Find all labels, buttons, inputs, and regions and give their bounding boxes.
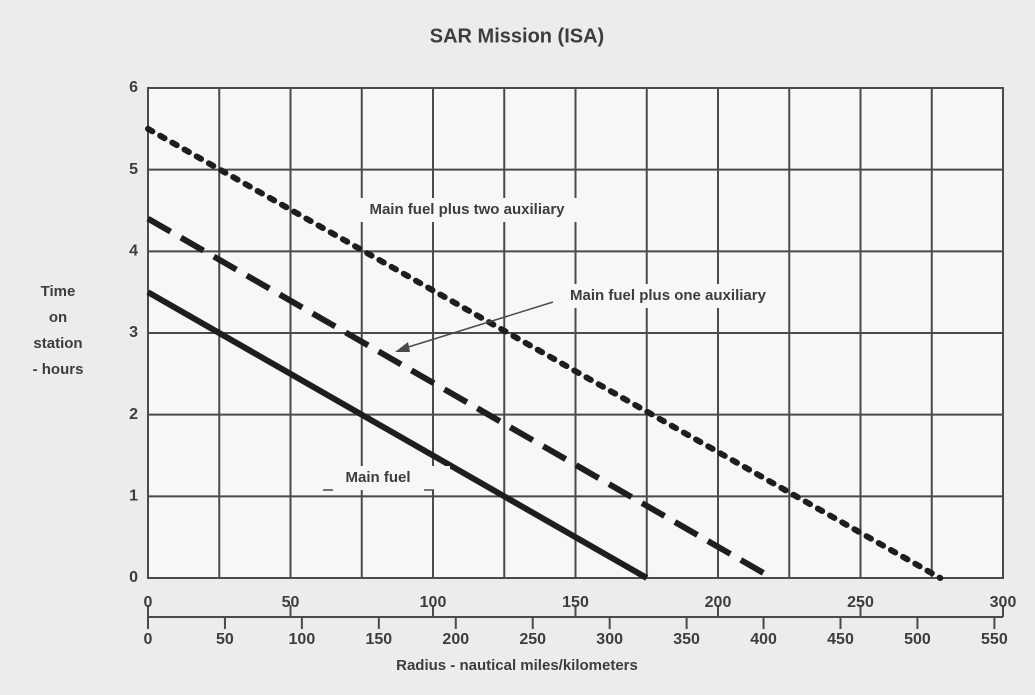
x2-tick-label: 450 — [827, 631, 854, 648]
y-tick-label: 1 — [129, 488, 138, 505]
x2-tick-label: 300 — [596, 631, 623, 648]
y-tick-label: 0 — [129, 569, 138, 586]
x-axis-label: Radius - nautical miles/kilometers — [396, 657, 638, 674]
x-tick-label: 150 — [562, 594, 589, 611]
series-label: Main fuel plus two auxiliary — [369, 201, 565, 218]
series-label: Main fuel plus one auxiliary — [570, 287, 767, 304]
y-tick-label: 6 — [129, 79, 138, 96]
y-tick-label: 2 — [129, 406, 138, 423]
chart-title: SAR Mission (ISA) — [430, 25, 604, 47]
y-tick-label: 5 — [129, 161, 138, 178]
x-tick-label: 0 — [144, 594, 153, 611]
x2-tick-label: 0 — [144, 631, 153, 648]
x-tick-label: 50 — [282, 594, 300, 611]
series-line — [146, 289, 649, 581]
x2-tick-label: 500 — [904, 631, 931, 648]
y-axis-label: station — [33, 335, 82, 352]
x2-tick-label: 100 — [289, 631, 316, 648]
y-axis-label: Time — [41, 283, 76, 300]
series-line — [146, 216, 774, 581]
x2-tick-label: 400 — [750, 631, 777, 648]
y-tick-label: 3 — [129, 324, 138, 341]
series-label-bg — [306, 466, 450, 490]
x2-tick-label: 550 — [981, 631, 1008, 648]
annotation-arrow — [401, 301, 554, 350]
y-tick-label: 4 — [129, 243, 138, 260]
x-tick-label: 250 — [847, 594, 874, 611]
series-label: Main fuel — [345, 469, 410, 486]
x-tick-label: 200 — [705, 594, 732, 611]
x-tick-label: 300 — [990, 594, 1017, 611]
series-label-bg — [556, 284, 780, 308]
series-label-bg — [355, 198, 579, 222]
annotation-arrowhead — [395, 342, 410, 352]
x2-tick-label: 250 — [519, 631, 546, 648]
x2-tick-label: 350 — [673, 631, 700, 648]
series-line — [145, 125, 944, 581]
x2-tick-label: 200 — [442, 631, 469, 648]
x2-tick-label: 50 — [216, 631, 234, 648]
x2-tick-label: 150 — [365, 631, 392, 648]
y-axis-label: - hours — [33, 361, 84, 378]
y-axis-label: on — [49, 309, 67, 326]
x-tick-label: 100 — [420, 594, 447, 611]
